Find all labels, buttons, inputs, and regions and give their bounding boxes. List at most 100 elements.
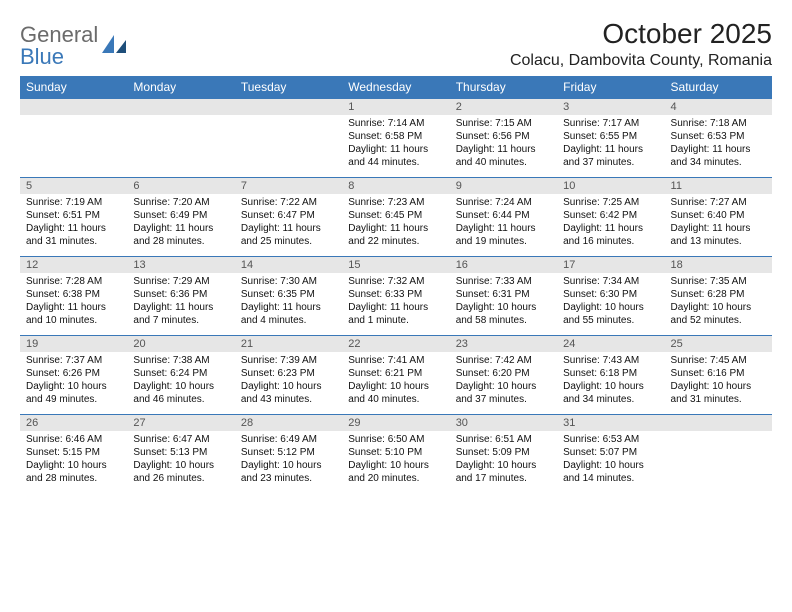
daylight-line: Daylight: 11 hours and 7 minutes. xyxy=(133,301,228,327)
calendar-cell: 14Sunrise: 7:30 AMSunset: 6:35 PMDayligh… xyxy=(235,257,342,336)
calendar-cell xyxy=(20,99,127,178)
day-number: 8 xyxy=(342,178,449,194)
calendar-cell: 16Sunrise: 7:33 AMSunset: 6:31 PMDayligh… xyxy=(450,257,557,336)
sunrise-line: Sunrise: 7:23 AM xyxy=(348,196,443,209)
sunset-line: Sunset: 6:31 PM xyxy=(456,288,551,301)
calendar-body: 1Sunrise: 7:14 AMSunset: 6:58 PMDaylight… xyxy=(20,99,772,494)
sunrise-line: Sunrise: 7:22 AM xyxy=(241,196,336,209)
day-of-week-header: Friday xyxy=(557,76,664,99)
calendar-cell: 21Sunrise: 7:39 AMSunset: 6:23 PMDayligh… xyxy=(235,336,342,415)
calendar-cell: 11Sunrise: 7:27 AMSunset: 6:40 PMDayligh… xyxy=(665,178,772,257)
sunrise-line: Sunrise: 7:25 AM xyxy=(563,196,658,209)
daylight-line: Daylight: 10 hours and 40 minutes. xyxy=(348,380,443,406)
sunrise-line: Sunrise: 6:53 AM xyxy=(563,433,658,446)
header: General Blue October 2025 Colacu, Dambov… xyxy=(20,18,772,70)
sunset-line: Sunset: 6:20 PM xyxy=(456,367,551,380)
calendar-cell: 8 Sunrise: 7:23 AMSunset: 6:45 PMDaylight… xyxy=(342,178,449,257)
day-number: 28 xyxy=(235,415,342,431)
day-number: 21 xyxy=(235,336,342,352)
day-number: 12 xyxy=(20,257,127,273)
sunrise-line: Sunrise: 6:49 AM xyxy=(241,433,336,446)
daylight-line: Daylight: 11 hours and 44 minutes. xyxy=(348,143,443,169)
sunset-line: Sunset: 6:42 PM xyxy=(563,209,658,222)
calendar-cell: 31Sunrise: 6:53 AMSunset: 5:07 PMDayligh… xyxy=(557,415,664,494)
calendar-table: SundayMondayTuesdayWednesdayThursdayFrid… xyxy=(20,76,772,493)
daylight-line: Daylight: 10 hours and 55 minutes. xyxy=(563,301,658,327)
daylight-line: Daylight: 10 hours and 43 minutes. xyxy=(241,380,336,406)
day-number: 18 xyxy=(665,257,772,273)
day-details: Sunrise: 7:38 AMSunset: 6:24 PMDaylight:… xyxy=(127,352,234,414)
daylight-line: Daylight: 11 hours and 13 minutes. xyxy=(671,222,766,248)
daylight-line: Daylight: 11 hours and 22 minutes. xyxy=(348,222,443,248)
day-details: Sunrise: 7:19 AMSunset: 6:51 PMDaylight:… xyxy=(20,194,127,256)
day-details: Sunrise: 7:28 AMSunset: 6:38 PMDaylight:… xyxy=(20,273,127,335)
calendar-cell: 30Sunrise: 6:51 AMSunset: 5:09 PMDayligh… xyxy=(450,415,557,494)
day-of-week-header: Monday xyxy=(127,76,234,99)
calendar-week-row: 5Sunrise: 7:19 AMSunset: 6:51 PMDaylight… xyxy=(20,178,772,257)
sunrise-line: Sunrise: 7:45 AM xyxy=(671,354,766,367)
sunset-line: Sunset: 6:40 PM xyxy=(671,209,766,222)
sunrise-line: Sunrise: 7:33 AM xyxy=(456,275,551,288)
daylight-line: Daylight: 10 hours and 23 minutes. xyxy=(241,459,336,485)
sunrise-line: Sunrise: 6:46 AM xyxy=(26,433,121,446)
daylight-line: Daylight: 10 hours and 26 minutes. xyxy=(133,459,228,485)
daylight-line: Daylight: 11 hours and 28 minutes. xyxy=(133,222,228,248)
day-details xyxy=(665,431,772,489)
sunrise-line: Sunrise: 7:29 AM xyxy=(133,275,228,288)
day-details: Sunrise: 7:18 AMSunset: 6:53 PMDaylight:… xyxy=(665,115,772,177)
day-details: Sunrise: 6:47 AMSunset: 5:13 PMDaylight:… xyxy=(127,431,234,493)
location: Colacu, Dambovita County, Romania xyxy=(510,52,772,70)
calendar-cell: 2Sunrise: 7:15 AMSunset: 6:56 PMDaylight… xyxy=(450,99,557,178)
sunrise-line: Sunrise: 7:27 AM xyxy=(671,196,766,209)
calendar-cell: 7Sunrise: 7:22 AMSunset: 6:47 PMDaylight… xyxy=(235,178,342,257)
calendar-week-row: 19Sunrise: 7:37 AMSunset: 6:26 PMDayligh… xyxy=(20,336,772,415)
sunset-line: Sunset: 6:35 PM xyxy=(241,288,336,301)
day-number: 13 xyxy=(127,257,234,273)
title-block: October 2025 Colacu, Dambovita County, R… xyxy=(510,18,772,70)
day-number xyxy=(127,99,234,115)
sunset-line: Sunset: 6:45 PM xyxy=(348,209,443,222)
calendar-cell: 5Sunrise: 7:19 AMSunset: 6:51 PMDaylight… xyxy=(20,178,127,257)
calendar-week-row: 1Sunrise: 7:14 AMSunset: 6:58 PMDaylight… xyxy=(20,99,772,178)
calendar-cell: 1Sunrise: 7:14 AMSunset: 6:58 PMDaylight… xyxy=(342,99,449,178)
sunset-line: Sunset: 5:13 PM xyxy=(133,446,228,459)
day-number: 20 xyxy=(127,336,234,352)
day-number: 3 xyxy=(557,99,664,115)
day-details: Sunrise: 7:32 AMSunset: 6:33 PMDaylight:… xyxy=(342,273,449,335)
sunset-line: Sunset: 6:24 PM xyxy=(133,367,228,380)
day-number: 22 xyxy=(342,336,449,352)
daylight-line: Daylight: 11 hours and 37 minutes. xyxy=(563,143,658,169)
sunset-line: Sunset: 5:10 PM xyxy=(348,446,443,459)
sunset-line: Sunset: 6:16 PM xyxy=(671,367,766,380)
day-details: Sunrise: 7:34 AMSunset: 6:30 PMDaylight:… xyxy=(557,273,664,335)
sunrise-line: Sunrise: 7:35 AM xyxy=(671,275,766,288)
day-number: 27 xyxy=(127,415,234,431)
sunset-line: Sunset: 6:30 PM xyxy=(563,288,658,301)
logo-word-2: Blue xyxy=(20,44,64,69)
daylight-line: Daylight: 10 hours and 49 minutes. xyxy=(26,380,121,406)
day-details: Sunrise: 6:46 AMSunset: 5:15 PMDaylight:… xyxy=(20,431,127,493)
sunset-line: Sunset: 6:56 PM xyxy=(456,130,551,143)
day-details: Sunrise: 7:27 AMSunset: 6:40 PMDaylight:… xyxy=(665,194,772,256)
day-of-week-header: Sunday xyxy=(20,76,127,99)
day-number: 11 xyxy=(665,178,772,194)
calendar-cell: 6Sunrise: 7:20 AMSunset: 6:49 PMDaylight… xyxy=(127,178,234,257)
calendar-cell: 19Sunrise: 7:37 AMSunset: 6:26 PMDayligh… xyxy=(20,336,127,415)
day-details: Sunrise: 7:17 AMSunset: 6:55 PMDaylight:… xyxy=(557,115,664,177)
sunrise-line: Sunrise: 6:47 AM xyxy=(133,433,228,446)
day-number: 5 xyxy=(20,178,127,194)
calendar-cell: 4Sunrise: 7:18 AMSunset: 6:53 PMDaylight… xyxy=(665,99,772,178)
sunset-line: Sunset: 6:49 PM xyxy=(133,209,228,222)
day-number: 17 xyxy=(557,257,664,273)
day-details: Sunrise: 7:33 AMSunset: 6:31 PMDaylight:… xyxy=(450,273,557,335)
calendar-cell: 23Sunrise: 7:42 AMSunset: 6:20 PMDayligh… xyxy=(450,336,557,415)
sunrise-line: Sunrise: 7:38 AM xyxy=(133,354,228,367)
sunset-line: Sunset: 6:18 PM xyxy=(563,367,658,380)
day-details: Sunrise: 6:53 AMSunset: 5:07 PMDaylight:… xyxy=(557,431,664,493)
day-details xyxy=(20,115,127,173)
sunrise-line: Sunrise: 7:42 AM xyxy=(456,354,551,367)
calendar-cell: 17Sunrise: 7:34 AMSunset: 6:30 PMDayligh… xyxy=(557,257,664,336)
day-details: Sunrise: 7:43 AMSunset: 6:18 PMDaylight:… xyxy=(557,352,664,414)
calendar-cell: 27Sunrise: 6:47 AMSunset: 5:13 PMDayligh… xyxy=(127,415,234,494)
daylight-line: Daylight: 11 hours and 4 minutes. xyxy=(241,301,336,327)
